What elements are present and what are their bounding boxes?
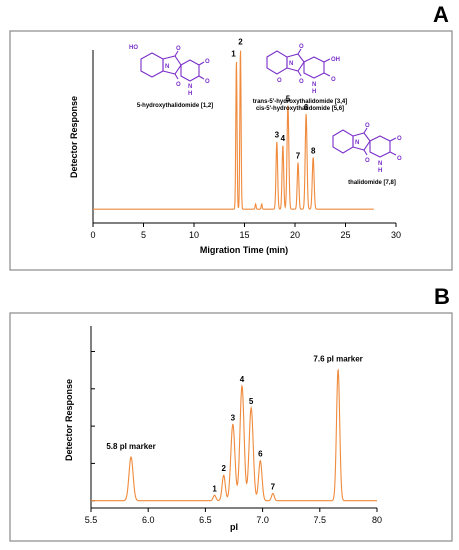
panel-b-peak-label: 5.8 pI marker bbox=[106, 442, 155, 451]
structure-3-atom-n2: N bbox=[378, 161, 382, 167]
structure-3-atom-h: H bbox=[378, 168, 382, 174]
panel-b-x-tick-label: 6.0 bbox=[142, 515, 155, 525]
panel-b-frame bbox=[9, 312, 453, 542]
panel-label-b: B bbox=[434, 284, 450, 309]
panel-a-x-tick-label: 20 bbox=[290, 230, 300, 240]
panel-a-y-label: Detector Response bbox=[69, 96, 79, 178]
panel-b-x-tick-label: 5.5 bbox=[85, 515, 98, 525]
structure-2-atom-h: H bbox=[312, 89, 316, 95]
panel-a-x-tick-label: 30 bbox=[391, 230, 401, 240]
structure-1-atom-h: H bbox=[188, 91, 192, 97]
structure-2-atom-o1: O bbox=[299, 44, 304, 50]
panel-b-peak-label: 5 bbox=[249, 397, 254, 406]
panel-a-frame bbox=[9, 30, 453, 271]
panel-b-peak-label: 1 bbox=[212, 484, 217, 493]
panel-a-x-tick-label: 10 bbox=[189, 230, 199, 240]
annotation-thalidomide: thalidomide [7,8] bbox=[348, 180, 396, 186]
structure-1-atom-ho: HO bbox=[129, 45, 138, 51]
annotation-5-hydroxythalidomide: 5-hydroxythalidomide [1,2] bbox=[137, 103, 213, 109]
panel-a-x-tick-label: 15 bbox=[239, 230, 249, 240]
panel-a-chart: 0 5 10 15 20 25 30 12 3 4 5 7 6 8 Migration Time (mi… bbox=[69, 37, 402, 255]
structure-2-atom-n1: N bbox=[289, 61, 293, 67]
panel-a-peak-labels: 12 3 4 5 7 6 8 bbox=[231, 37, 316, 160]
structure-3-atom-o2: O bbox=[365, 158, 370, 164]
panel-a-x-label: Migration Time (min) bbox=[200, 245, 288, 255]
panel-b-x-tick-label: 80 bbox=[372, 515, 382, 525]
panel-b-x-ticks: 5.5 6.0 6.5 7.0 7.5 80 bbox=[85, 508, 382, 525]
panel-b-peak-labels: 5.8 pI marker 1 2 3 4 5 6 7 7.6 pI marker bbox=[106, 355, 362, 494]
structure-2-atom-o4: O bbox=[277, 78, 282, 84]
panel-a-peak-label: 3 bbox=[275, 131, 280, 140]
panel-b-trace bbox=[91, 368, 377, 502]
panel-a-peak-label: 1 bbox=[231, 49, 236, 58]
structure-3-atom-o3: O bbox=[397, 136, 402, 142]
panel-a-peak-label: 8 bbox=[311, 146, 316, 155]
panel-a-peak-label: 7 bbox=[296, 151, 301, 160]
panel-a-peak-label: 6 bbox=[304, 103, 309, 112]
structure-2-atom-o3: O bbox=[331, 77, 336, 83]
structure-1-atom-o4: O bbox=[205, 79, 210, 85]
panel-b-chart: 5.5 6.0 6.5 7.0 7.5 80 5.8 pI marker 1 2 3 4 5 6 7 7.… bbox=[64, 326, 382, 532]
structure-3-atom-o1: O bbox=[365, 123, 370, 129]
annotation-cis-hydroxythalidomide: cis-5'-hydroxythalidomide [5,6] bbox=[256, 106, 344, 112]
panel-b-x-tick-label: 7.5 bbox=[314, 515, 327, 525]
panel-b-peak-label: 7 bbox=[271, 482, 276, 491]
structure-3-atom-o4: O bbox=[397, 156, 402, 162]
panel-b-peak-label: 3 bbox=[231, 413, 236, 422]
panel-a-x-tick-label: 5 bbox=[141, 230, 146, 240]
panel-b-peak-label: 6 bbox=[258, 450, 263, 459]
panel-b-peak-label: 2 bbox=[221, 464, 226, 473]
panel-b-y-label: Detector Response bbox=[64, 379, 74, 461]
panel-b-y-ticks bbox=[91, 350, 95, 502]
panel-b-x-tick-label: 6.5 bbox=[199, 515, 212, 525]
panel-a-peak-label: 2 bbox=[238, 37, 243, 46]
structure-2-atom-oh: OH bbox=[331, 57, 340, 63]
structure-5prime-hydroxythalidomide: O O N N H OH O O bbox=[266, 44, 340, 95]
panel-a-x-tick-label: 0 bbox=[90, 230, 95, 240]
structure-1-atom-o3: O bbox=[205, 59, 210, 65]
panel-a-x-tick-label: 25 bbox=[340, 230, 350, 240]
panel-b-peak-label: 4 bbox=[240, 375, 245, 384]
structure-1-atom-o1: O bbox=[176, 46, 181, 52]
structure-1-atom-n2: N bbox=[188, 84, 192, 90]
panel-a-x-ticks: 0 5 10 15 20 25 30 bbox=[90, 223, 401, 240]
structure-1-atom-n1: N bbox=[165, 64, 169, 70]
panel-b-peak-label: 7.6 pI marker bbox=[313, 355, 362, 364]
panel-a-trace bbox=[93, 50, 374, 210]
panel-a-peak-label: 4 bbox=[281, 134, 286, 143]
structure-5-hydroxythalidomide: HO O O N N H O O bbox=[129, 45, 210, 97]
panel-a-peak-label: 5 bbox=[286, 94, 291, 103]
structure-2-atom-n2: N bbox=[312, 82, 316, 88]
panel-b-x-tick-label: 7.0 bbox=[256, 515, 269, 525]
structure-2-atom-o2: O bbox=[299, 79, 304, 85]
structure-thalidomide: O O N N H O O bbox=[332, 123, 402, 174]
structure-3-atom-n1: N bbox=[355, 140, 359, 146]
panel-b-x-label: pI bbox=[230, 522, 238, 532]
panel-label-a: A bbox=[433, 2, 449, 27]
annotation-trans-hydroxythalidomide: trans-5'-hydroxythalidomide [3,4] bbox=[253, 99, 347, 105]
structure-1-atom-o2: O bbox=[176, 82, 181, 88]
